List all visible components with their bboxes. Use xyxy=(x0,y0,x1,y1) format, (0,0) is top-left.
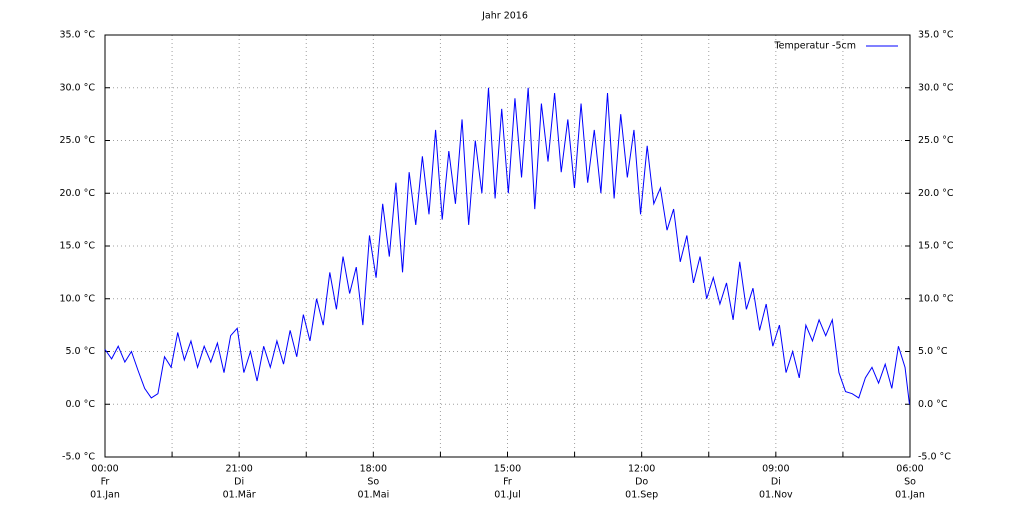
x-tick-label: 01.Jan xyxy=(90,490,120,501)
y-tick-label: 35.0 °C xyxy=(59,30,95,41)
x-tick-label: 01.Nov xyxy=(759,490,793,501)
plot-frame xyxy=(104,34,911,458)
y-tick-label: 25.0 °C xyxy=(59,135,95,146)
x-tick-label: 01.Sep xyxy=(625,490,658,501)
x-tick-label: 00:00 xyxy=(91,464,118,475)
y-tick-label: 15.0 °C xyxy=(59,241,95,252)
x-tick-label: 15:00 xyxy=(494,464,521,475)
y2-tick-label: 25.0 °C xyxy=(918,135,954,146)
y2-tick-label: 35.0 °C xyxy=(918,30,954,41)
y-tick-label: 10.0 °C xyxy=(59,293,95,304)
y2-tick-label: -5.0 °C xyxy=(918,452,951,463)
x-tick-label: 06:00 xyxy=(896,464,923,475)
x-tick-label: Di xyxy=(234,477,244,488)
x-tick-label: Fr xyxy=(101,477,110,488)
x-tick-label: So xyxy=(367,477,379,488)
x-tick-label: 01.Mai xyxy=(357,490,389,501)
chart-title: Jahr 2016 xyxy=(481,11,528,22)
legend-label: Temperatur -5cm xyxy=(773,41,856,52)
x-tick-label: 21:00 xyxy=(225,464,252,475)
y-tick-label: 0.0 °C xyxy=(65,399,95,410)
y-tick-label: 30.0 °C xyxy=(59,82,95,93)
y2-tick-label: 30.0 °C xyxy=(918,82,954,93)
x-tick-label: 01.Jul xyxy=(494,490,521,501)
y2-tick-label: 20.0 °C xyxy=(918,188,954,199)
x-tick-label: 12:00 xyxy=(628,464,655,475)
y-tick-label: 20.0 °C xyxy=(59,188,95,199)
x-tick-label: 01.Mär xyxy=(223,490,256,501)
x-tick-label: 01.Jan xyxy=(895,490,925,501)
x-tick-label: 18:00 xyxy=(360,464,387,475)
data-line xyxy=(104,87,910,405)
y2-tick-label: 15.0 °C xyxy=(918,241,954,252)
y-tick-label: 5.0 °C xyxy=(65,346,95,357)
y2-tick-label: 5.0 °C xyxy=(918,346,948,357)
x-tick-label: So xyxy=(904,477,916,488)
x-tick-label: Do xyxy=(635,477,648,488)
x-tick-label: 09:00 xyxy=(762,464,789,475)
y-tick-label: -5.0 °C xyxy=(62,452,95,463)
x-tick-label: Di xyxy=(771,477,781,488)
y2-tick-label: 0.0 °C xyxy=(918,399,948,410)
x-tick-label: Fr xyxy=(503,477,512,488)
y2-tick-label: 10.0 °C xyxy=(918,293,954,304)
